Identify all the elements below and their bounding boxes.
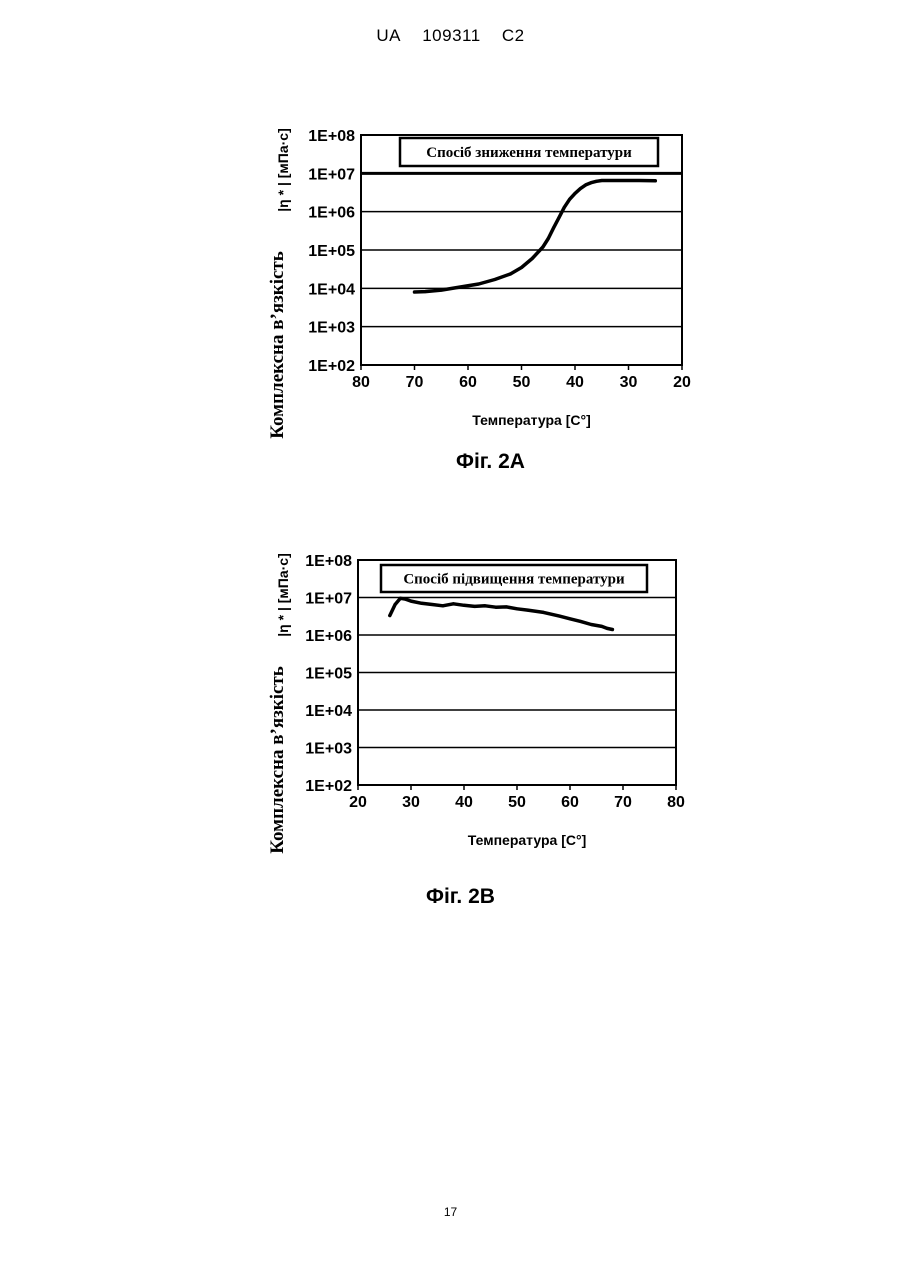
data-point (420, 602, 423, 605)
data-point (541, 245, 544, 248)
data-point (484, 604, 487, 607)
x-tick-label: 40 (566, 374, 584, 391)
data-point (557, 216, 560, 219)
data-point (456, 286, 459, 289)
x-tick-label: 70 (406, 374, 424, 391)
y-tick-label: 1E+03 (305, 741, 352, 758)
data-point (388, 614, 391, 617)
x-tick-label: 50 (508, 794, 526, 811)
x-tick-label: 50 (513, 374, 531, 391)
x-tick-label: 30 (620, 374, 638, 391)
data-point (413, 291, 416, 294)
data-point (542, 611, 545, 614)
figure-caption-2b: Фіг. 2В (0, 885, 901, 909)
data-point (563, 206, 566, 209)
y-tick-label: 1E+06 (305, 628, 352, 645)
data-point (600, 625, 603, 628)
data-point (399, 597, 402, 600)
x-tick-label: 20 (349, 794, 367, 811)
header-country: UA (376, 26, 401, 45)
figure-caption-2a: Фіг. 2А (0, 450, 901, 474)
data-point (520, 266, 523, 269)
y-tick-label: 1E+08 (308, 128, 355, 145)
data-point (558, 615, 561, 618)
data-point (611, 179, 614, 182)
page-number: 17 (0, 1205, 901, 1219)
data-point (552, 226, 555, 229)
x-tick-label: 20 (673, 374, 691, 391)
y-tick-label: 1E+02 (305, 778, 352, 795)
data-point (568, 198, 571, 201)
x-axis-title: Температура [С°] (472, 412, 590, 428)
chart-a: 1E+02 1E+03 1E+04 1E+05 1E+06 1E+07 1E+08 80 70 6… (0, 105, 901, 445)
data-point (590, 623, 593, 626)
chart-b: 1E+02 1E+03 1E+04 1E+05 1E+06 1E+07 1E+08 20 30 4… (0, 535, 901, 875)
data-point (590, 181, 593, 184)
data-point (579, 620, 582, 623)
chart-title: Спосіб підвищення температури (403, 572, 625, 588)
data-point (638, 179, 641, 182)
data-point (606, 627, 609, 630)
x-tick-label: 60 (561, 794, 579, 811)
x-axis-title: Температура [С°] (468, 832, 586, 848)
y-tick-label: 1E+07 (308, 166, 355, 183)
data-point (547, 237, 550, 240)
data-point (473, 605, 476, 608)
data-point (569, 617, 572, 620)
data-point (584, 183, 587, 186)
data-point (627, 179, 630, 182)
y-tick-label: 1E+03 (308, 320, 355, 337)
data-point (611, 628, 614, 631)
data-point (494, 606, 497, 609)
y-tick-label: 1E+05 (308, 243, 355, 260)
y-tick-label: 1E+05 (305, 666, 352, 683)
data-point (404, 598, 407, 601)
data-point (526, 609, 529, 612)
y-tick-label: 1E+08 (305, 553, 352, 570)
data-point (477, 282, 480, 285)
x-tick-label: 80 (667, 794, 685, 811)
data-point (579, 187, 582, 190)
data-point (440, 289, 443, 292)
y-tick-label: 1E+04 (308, 281, 355, 298)
y-tick-label: 1E+04 (305, 703, 352, 720)
data-point (452, 602, 455, 605)
document-header: UA 109311 C2 (0, 26, 901, 46)
y-tick-label: 1E+07 (305, 591, 352, 608)
x-tick-label: 60 (459, 374, 477, 391)
x-tick-label: 70 (614, 794, 632, 811)
data-point (516, 607, 519, 610)
data-point (431, 603, 434, 606)
chart-title: Спосіб зниження температури (426, 145, 632, 161)
data-point (493, 278, 496, 281)
y-tick-label: 1E+06 (308, 205, 355, 222)
figure-2b: Комплексна в’язкість |η * | [мПа·с] 1E+0… (0, 535, 901, 915)
data-point (509, 272, 512, 275)
data-point (654, 179, 657, 182)
data-point (410, 600, 413, 603)
data-point (600, 179, 603, 182)
data-point (463, 604, 466, 607)
data-point (394, 603, 397, 606)
header-number: 109311 (422, 26, 480, 45)
data-point (595, 180, 598, 183)
data-point (574, 192, 577, 195)
x-tick-label: 30 (402, 794, 420, 811)
header-kind: C2 (502, 26, 525, 45)
data-point (505, 605, 508, 608)
x-tick-label: 40 (455, 794, 473, 811)
y-tick-label: 1E+02 (308, 358, 355, 375)
figure-2a: Комплексна в’язкість |η * | [мПа·с] 1E+0… (0, 105, 901, 485)
x-tick-label: 80 (352, 374, 370, 391)
data-point (424, 290, 427, 293)
data-point (441, 604, 444, 607)
data-point (531, 257, 534, 260)
